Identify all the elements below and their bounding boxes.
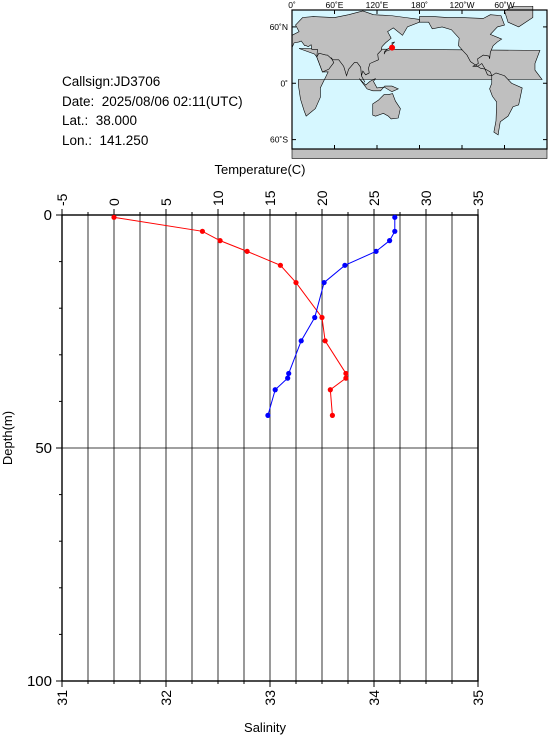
temperature-point	[111, 214, 117, 220]
temperature-point	[244, 248, 250, 254]
land-south-america	[489, 72, 523, 136]
salinity-point	[387, 238, 393, 244]
station-info: Callsign:JD3706 Date: 2025/08/06 02:11(U…	[62, 72, 243, 150]
depth-tick-label: 50	[35, 440, 52, 457]
station-marker	[389, 44, 396, 51]
date-label: Date: 2025/08/06 02:11(UTC)	[62, 93, 243, 109]
salinity-tick-label: 31	[54, 690, 70, 706]
salinity-point	[392, 228, 398, 234]
salinity-point	[321, 279, 327, 286]
temperature-point	[329, 412, 335, 418]
land-indonesia	[359, 78, 399, 93]
salinity-point	[298, 338, 304, 344]
temperature-tick-label: 30	[418, 190, 434, 206]
depth-tick-label: 100	[27, 673, 52, 690]
temperature-point	[322, 338, 328, 344]
depth-axis-label: Depth(m)	[0, 411, 15, 465]
latitude-label: Lat.: 38.000	[62, 113, 138, 128]
longitude-label: Lon.: 141.250	[62, 132, 149, 148]
salinity-point	[286, 370, 292, 377]
world-map: 0˚ 60˚E 120˚E 180˚ 120˚W 60˚W 60˚N 0˚ 60˚S	[270, 0, 548, 159]
salinity-tick-label: 34	[366, 690, 382, 706]
land-arabia	[316, 52, 335, 73]
temperature-point	[293, 279, 299, 286]
map-lon-label: 120˚W	[449, 0, 474, 10]
salinity-axis-label: Salinity	[244, 720, 286, 735]
salinity-tick-label: 33	[262, 690, 278, 706]
salinity-tick-label: 32	[158, 690, 174, 706]
land-australia	[372, 93, 401, 120]
map-lat-label: 0˚	[280, 78, 288, 88]
callsign-label: Callsign:JD3706	[62, 74, 161, 89]
temperature-tick-label: 35	[470, 190, 486, 206]
map-lon-label: 60˚W	[494, 0, 514, 10]
temperature-tick-label: 10	[210, 190, 226, 206]
salinity-point	[392, 214, 398, 220]
temperature-point	[343, 375, 349, 381]
map-lon-label: 120˚E	[366, 0, 389, 10]
temperature-point	[343, 370, 349, 377]
salinity-point	[272, 387, 278, 393]
temperature-tick-label: -5	[54, 193, 70, 206]
temperature-line	[113, 216, 347, 416]
salinity-point	[285, 375, 291, 381]
land-north-america-west	[419, 14, 505, 77]
temperature-point	[327, 387, 333, 393]
temperature-tick-label: 0	[106, 198, 122, 206]
temperature-point	[277, 262, 283, 268]
temperature-axis-label: Temperature(C)	[214, 162, 305, 177]
salinity-line	[267, 217, 396, 416]
temperature-point	[199, 228, 205, 234]
salinity-point	[312, 314, 318, 321]
map-lat-label: 60˚S	[270, 135, 288, 145]
temperature-tick-label: 15	[262, 190, 278, 206]
map-lon-label: 60˚E	[326, 0, 344, 10]
land-greenland	[504, 5, 534, 28]
salinity-point	[373, 248, 379, 254]
map-lat-label: 60˚N	[270, 22, 288, 32]
salinity-point	[265, 412, 271, 418]
temperature-tick-label: 25	[366, 190, 382, 206]
temperature-point	[319, 314, 325, 321]
temperature-tick-label: 20	[314, 190, 330, 206]
depth-tick-label: 0	[44, 207, 52, 224]
map-lon-label: 0˚	[288, 0, 296, 10]
temperature-point	[217, 238, 223, 244]
salinity-point	[342, 262, 348, 268]
temperature-tick-label: 5	[158, 198, 174, 206]
salinity-tick-label: 35	[470, 690, 486, 706]
map-lon-label: 180˚	[411, 0, 428, 10]
